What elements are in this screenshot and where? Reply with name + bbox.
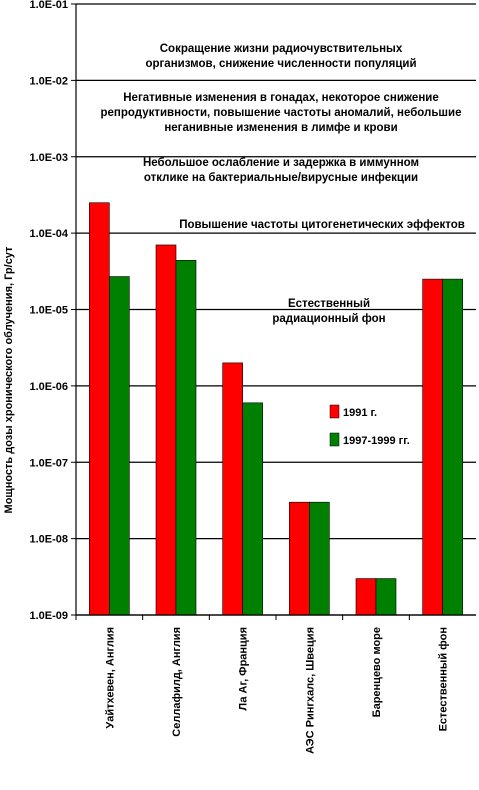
bar-1991 <box>422 278 443 616</box>
bar-1997-1999 <box>442 278 463 616</box>
legend-swatch <box>329 404 340 419</box>
annotation-text: Сокращение жизни радиочувствительных <box>160 43 403 55</box>
category-label: АЭС Рингхалс, Швеция <box>304 627 316 754</box>
category-label: Уайтхевен, Англия <box>104 627 116 729</box>
bar-1991 <box>289 501 310 616</box>
y-tick-label: 1.0E-08 <box>29 534 68 546</box>
y-tick-label: 1.0E-04 <box>29 228 68 240</box>
bar-1991 <box>155 244 177 616</box>
bar-1997-1999 <box>242 402 263 616</box>
y-tick-label: 1.0E-01 <box>29 0 68 11</box>
y-axis-label: Мощность дозы хронического облучения, Гр… <box>3 246 15 514</box>
annotation-text: Негативные изменения в гонадах, некоторо… <box>123 92 438 104</box>
legend-swatch <box>329 432 340 447</box>
legend-label: 1997-1999 гг. <box>343 435 410 447</box>
annotation-text: Естественный <box>288 298 370 310</box>
legend: 1991 г. 1997-1999 гг. <box>329 404 410 447</box>
category-label: Селлафилд, Англия <box>171 627 183 737</box>
annotation-text: неганивные изменения в лимфе и крови <box>164 122 397 134</box>
bar-1997-1999 <box>309 501 330 616</box>
y-tick-label: 1.0E-05 <box>29 305 68 317</box>
annotation-text: репродуктивности, повышение частоты аном… <box>101 107 462 119</box>
annotations: Сокращение жизни радиочувствительных орга… <box>101 43 465 325</box>
category-label: Естественный фон <box>438 627 450 731</box>
category-label: Баренцево море <box>371 627 383 717</box>
y-tick-label: 1.0E-06 <box>29 381 68 393</box>
annotation-text: отклике на бактериальные/вирусные инфекц… <box>144 172 418 184</box>
bars <box>89 202 463 616</box>
bar-1997-1999 <box>375 578 397 616</box>
y-tick-label: 1.0E-07 <box>29 457 68 469</box>
annotation-text: радиационный фон <box>272 313 385 325</box>
bar-1997-1999 <box>109 276 130 616</box>
y-tick-label: 1.0E-02 <box>29 75 68 87</box>
category-label: Ла Аг, Франция <box>238 627 250 711</box>
y-tick-label: 1.0E-09 <box>29 610 68 622</box>
axes: 1.0E-09 1.0E-08 1.0E-07 1.0E-06 1.0E-05 1.0E-… <box>29 0 476 754</box>
bar-1991 <box>89 202 110 616</box>
annotation-text: Повышение частоты цитогенетических эффек… <box>179 219 465 231</box>
legend-label: 1991 г. <box>343 407 377 419</box>
bar-1991 <box>355 578 377 616</box>
annotation-text: организмов, снижение численности популяц… <box>145 58 416 70</box>
bar-1991 <box>222 362 243 616</box>
annotation-text: Небольшое ослабление и задержка в иммунн… <box>143 157 419 169</box>
y-tick-label: 1.0E-03 <box>29 152 68 164</box>
gridlines <box>76 3 476 616</box>
bar-1997-1999 <box>175 260 197 616</box>
